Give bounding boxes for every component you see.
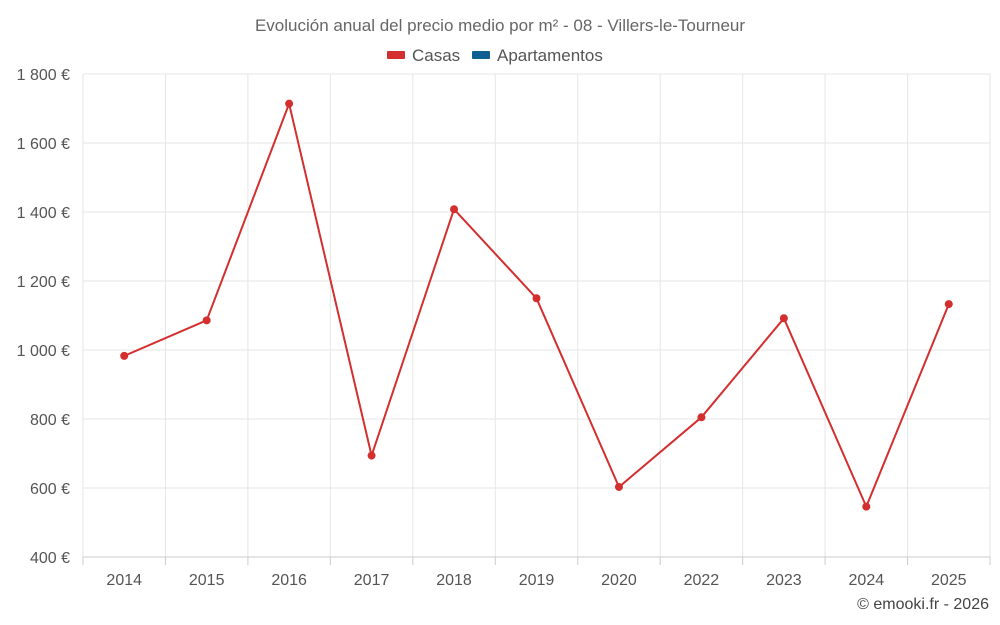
x-tick-label: 2014 <box>106 572 142 589</box>
data-point-casas[interactable] <box>614 482 623 491</box>
data-point-casas[interactable] <box>697 413 706 422</box>
data-point-casas[interactable] <box>450 205 459 214</box>
x-tick-label: 2019 <box>519 572 555 589</box>
grid <box>82 73 991 565</box>
data-point-casas[interactable] <box>779 314 788 323</box>
y-tick-label: 1 200 € <box>17 274 70 291</box>
data-point-casas[interactable] <box>862 502 871 511</box>
legend-label-casas: Casas <box>412 46 460 65</box>
legend: Casas Apartamentos <box>387 46 603 65</box>
data-point-casas[interactable] <box>367 451 376 460</box>
legend-label-apartamentos: Apartamentos <box>497 46 603 65</box>
legend-item-casas[interactable]: Casas <box>387 46 460 65</box>
x-tick-label: 2016 <box>271 572 307 589</box>
y-tick-label: 1 600 € <box>17 136 70 153</box>
credit-text: © emooki.fr - 2026 <box>857 596 989 613</box>
x-tick-label: 2020 <box>601 572 637 589</box>
data-point-casas[interactable] <box>944 300 953 309</box>
x-tick-label: 2025 <box>931 572 967 589</box>
x-tick-label: 2024 <box>849 572 885 589</box>
data-point-casas[interactable] <box>285 99 294 108</box>
x-tick-label: 2017 <box>354 572 390 589</box>
data-point-casas[interactable] <box>532 294 541 303</box>
legend-swatch-apartamentos <box>472 51 490 59</box>
data-point-casas[interactable] <box>202 316 211 325</box>
x-tick-label: 2015 <box>189 572 225 589</box>
data-point-casas[interactable] <box>120 351 129 360</box>
legend-swatch-casas <box>387 51 405 59</box>
series-casas <box>120 99 953 511</box>
y-tick-label: 800 € <box>30 412 70 429</box>
y-axis-labels: 400 € 600 € 800 € 1 000 € 1 200 € 1 400 € 1 60… <box>17 67 70 567</box>
x-tick-label: 2022 <box>684 572 720 589</box>
x-tick-label: 2023 <box>766 572 802 589</box>
y-tick-label: 1 000 € <box>17 343 70 360</box>
y-tick-label: 400 € <box>30 550 70 567</box>
y-tick-label: 1 800 € <box>17 67 70 84</box>
legend-item-apartamentos[interactable]: Apartamentos <box>472 46 603 65</box>
y-tick-label: 1 400 € <box>17 205 70 222</box>
y-tick-label: 600 € <box>30 481 70 498</box>
x-tick-label: 2018 <box>436 572 472 589</box>
x-axis-labels: 2014 2015 2016 2017 2018 2019 2020 2022 2023 2024… <box>106 572 966 589</box>
chart-title: Evolución anual del precio medio por m² … <box>255 16 745 35</box>
